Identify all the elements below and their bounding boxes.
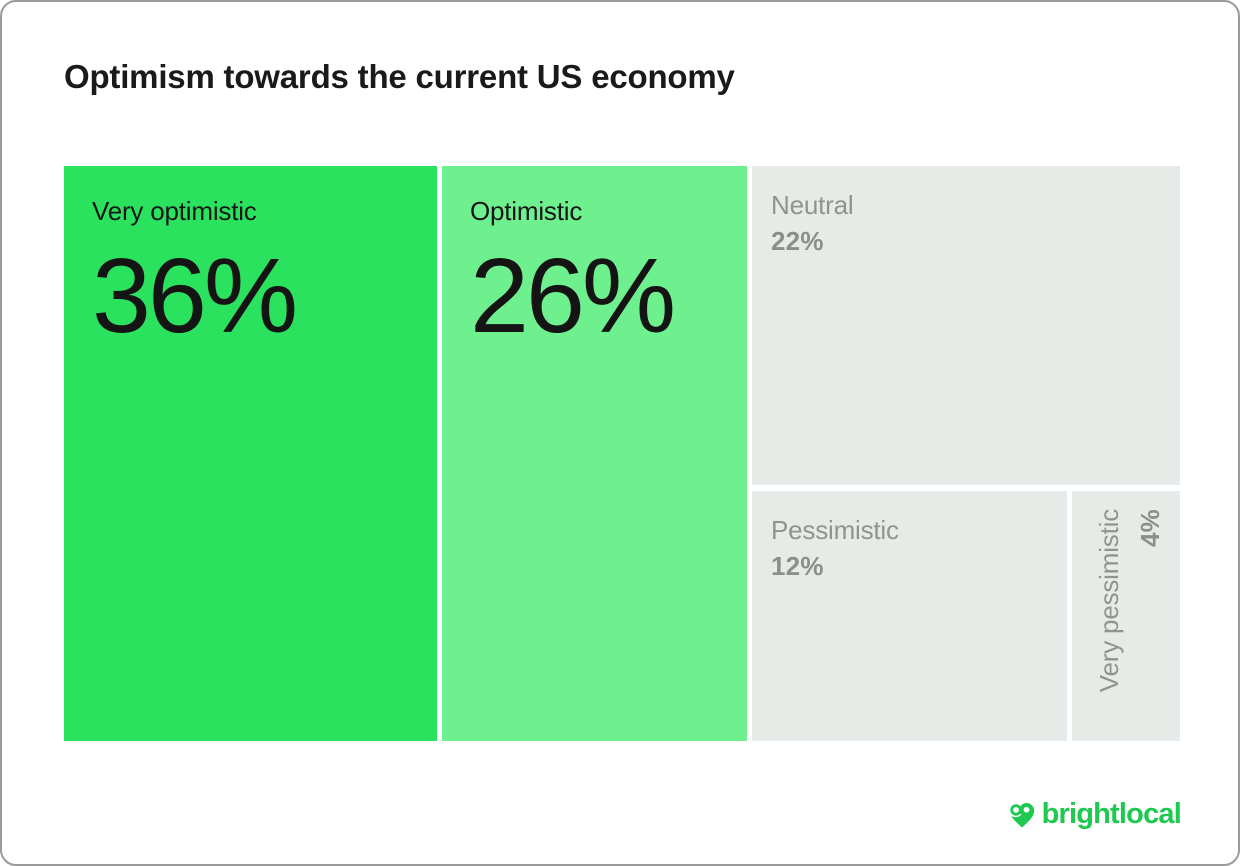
- cell-value-pessimistic: 12%: [771, 551, 824, 581]
- heart-map-pin-icon: [1007, 801, 1034, 828]
- cell-label-optimistic: Optimistic: [470, 196, 583, 226]
- cell-value-optimistic: 26%: [470, 237, 676, 355]
- chart-title: Optimism towards the current US economy: [64, 58, 735, 95]
- rotated-label-group: Very pessimistic 4%: [1094, 509, 1166, 721]
- cell-label-very-optimistic: Very optimistic: [92, 196, 257, 226]
- treemap-cell-neutral: Neutral 22%: [752, 166, 1180, 485]
- cell-label-neutral: Neutral: [771, 190, 854, 220]
- treemap-cell-pessimistic: Pessimistic 12%: [752, 491, 1067, 741]
- treemap-cell-optimistic: Optimistic 26%: [442, 166, 747, 741]
- treemap-chart: Very optimistic 36% Optimistic 26% Neutr…: [64, 166, 1180, 741]
- brightlocal-logo: brightlocal: [1007, 798, 1182, 831]
- brightlocal-wordmark: brightlocal: [1041, 798, 1182, 830]
- cell-value-very-optimistic: 36%: [92, 237, 298, 355]
- cell-value-neutral: 22%: [771, 226, 824, 256]
- cell-value-very-pessimistic: 4%: [1135, 509, 1165, 547]
- cell-label-very-pessimistic: Very pessimistic: [1094, 509, 1124, 693]
- treemap-cell-very-optimistic: Very optimistic 36%: [64, 166, 437, 741]
- cell-label-pessimistic: Pessimistic: [771, 515, 899, 545]
- treemap-cell-very-pessimistic: Very pessimistic 4%: [1072, 491, 1180, 741]
